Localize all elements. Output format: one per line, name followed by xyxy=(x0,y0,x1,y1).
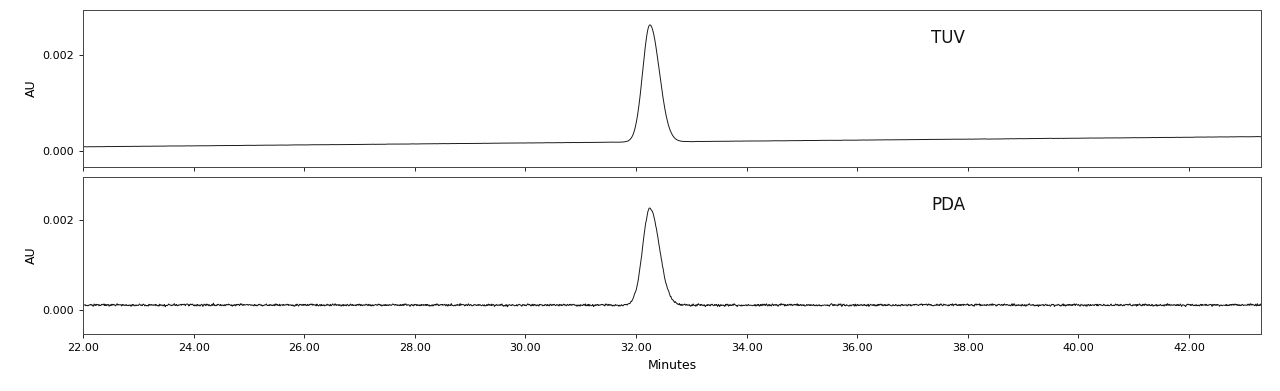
Y-axis label: AU: AU xyxy=(26,247,38,264)
Y-axis label: AU: AU xyxy=(26,80,38,97)
Text: TUV: TUV xyxy=(931,29,965,47)
Text: PDA: PDA xyxy=(931,196,965,213)
X-axis label: Minutes: Minutes xyxy=(648,359,696,372)
